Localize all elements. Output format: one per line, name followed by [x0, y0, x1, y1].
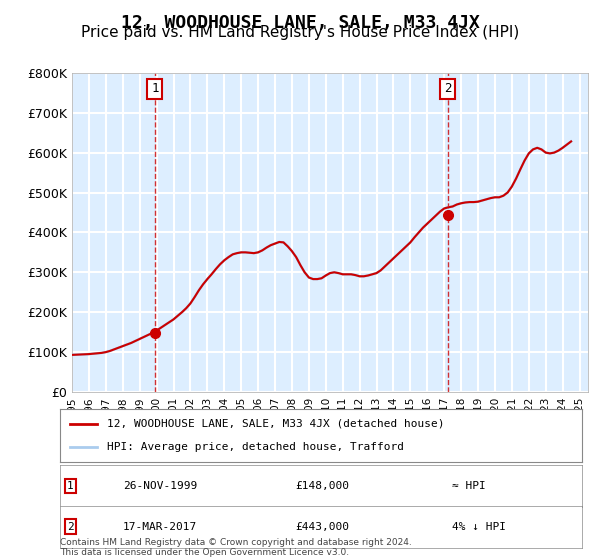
Text: 2: 2	[67, 522, 74, 531]
Text: ≈ HPI: ≈ HPI	[452, 481, 485, 491]
Text: Contains HM Land Registry data © Crown copyright and database right 2024.
This d: Contains HM Land Registry data © Crown c…	[60, 538, 412, 557]
Text: 12, WOODHOUSE LANE, SALE, M33 4JX: 12, WOODHOUSE LANE, SALE, M33 4JX	[121, 14, 479, 32]
Text: 17-MAR-2017: 17-MAR-2017	[122, 522, 197, 531]
Text: £148,000: £148,000	[295, 481, 349, 491]
Text: 12, WOODHOUSE LANE, SALE, M33 4JX (detached house): 12, WOODHOUSE LANE, SALE, M33 4JX (detac…	[107, 419, 445, 429]
Text: 26-NOV-1999: 26-NOV-1999	[122, 481, 197, 491]
Text: 4% ↓ HPI: 4% ↓ HPI	[452, 522, 505, 531]
Text: 1: 1	[67, 481, 74, 491]
Text: £443,000: £443,000	[295, 522, 349, 531]
Text: Price paid vs. HM Land Registry's House Price Index (HPI): Price paid vs. HM Land Registry's House …	[81, 25, 519, 40]
Text: HPI: Average price, detached house, Trafford: HPI: Average price, detached house, Traf…	[107, 442, 404, 452]
Text: 1: 1	[151, 82, 158, 95]
Text: 2: 2	[444, 82, 451, 95]
